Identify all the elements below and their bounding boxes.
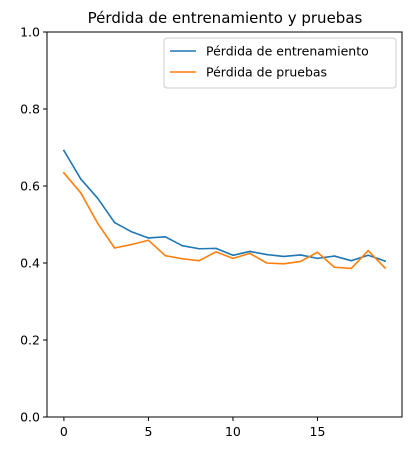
y-tick-label: 0.2 xyxy=(20,333,40,348)
series-1-point xyxy=(265,253,268,256)
series-2-point xyxy=(350,267,353,270)
series-1-point xyxy=(249,250,251,253)
y-tick-label: 0.8 xyxy=(20,102,40,117)
series-2-point xyxy=(80,192,82,194)
series-2-point xyxy=(367,249,369,252)
y-tick-label: 1.0 xyxy=(20,25,40,40)
series-1-point xyxy=(333,255,336,257)
series-2-point xyxy=(63,172,65,174)
series-2-point xyxy=(333,266,336,269)
series-1-point xyxy=(198,247,200,250)
series-line-2 xyxy=(62,171,387,270)
series-2-point xyxy=(164,254,167,257)
series-1-point xyxy=(350,259,353,262)
series-1-point xyxy=(299,254,302,256)
series-1-point xyxy=(282,255,285,258)
series-1-point xyxy=(384,260,386,262)
series-2-point xyxy=(147,239,150,242)
y-tick-label: 0.4 xyxy=(20,256,40,271)
series-1-point xyxy=(164,236,167,238)
x-tick-label: 5 xyxy=(144,424,152,439)
series-2-point xyxy=(265,262,268,264)
x-tick-label: 10 xyxy=(225,424,241,439)
series-2-point xyxy=(249,252,251,255)
y-tick-label: 0.6 xyxy=(20,179,40,194)
y-tick-label: 0.0 xyxy=(20,410,40,425)
series-1-point xyxy=(367,254,369,257)
series-1-point xyxy=(63,149,65,152)
series-1-point xyxy=(316,257,319,260)
series-2-point xyxy=(130,243,133,246)
series-2-point xyxy=(282,262,285,265)
series-2-point xyxy=(215,251,217,253)
series-1-point xyxy=(80,178,82,180)
chart-title: Pérdida de entrenamiento y pruebas xyxy=(88,9,363,27)
plot-frame xyxy=(46,31,403,418)
series-1-point xyxy=(113,221,116,224)
series-2-point xyxy=(299,260,302,263)
legend-box xyxy=(163,37,397,89)
x-tick-label: 15 xyxy=(310,424,326,439)
legend-label-2: Pérdida de pruebas xyxy=(206,65,327,80)
series-2-point xyxy=(232,257,234,260)
series-2-point xyxy=(384,267,386,269)
series-2-point xyxy=(181,257,184,260)
series-1-point xyxy=(181,244,184,247)
series-2-point xyxy=(316,251,319,254)
series-1-point xyxy=(96,197,99,200)
legend-label-1: Pérdida de entrenamiento xyxy=(206,44,369,59)
series-2-point xyxy=(198,259,200,262)
series-2-point xyxy=(96,222,99,225)
series-line-1 xyxy=(62,149,387,263)
series-2-point xyxy=(113,247,116,249)
series-1-point xyxy=(215,247,217,250)
series-1-point xyxy=(130,231,133,233)
series-1-point xyxy=(147,237,150,239)
series-1-point xyxy=(232,254,234,257)
x-tick-label: 0 xyxy=(60,424,68,439)
